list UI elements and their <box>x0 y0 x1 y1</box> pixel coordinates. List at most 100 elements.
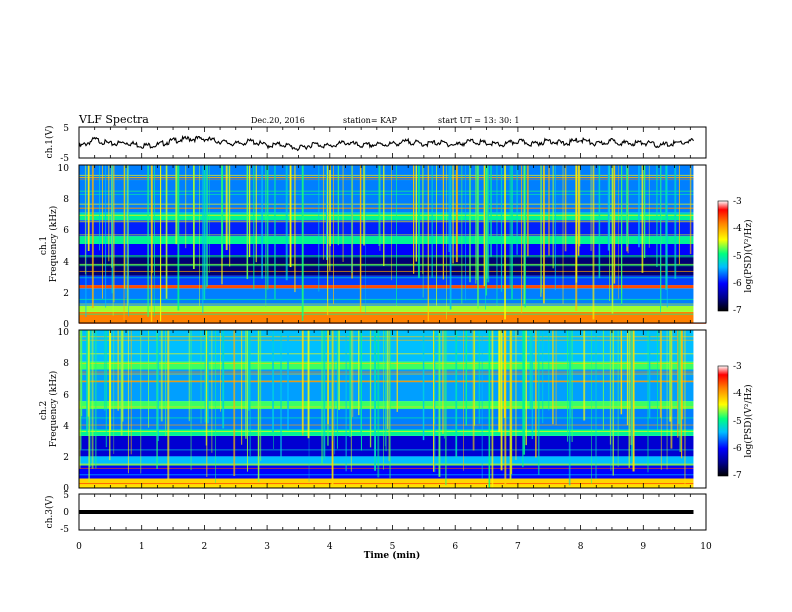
spectrum-streak <box>153 165 155 317</box>
spectrum-band <box>79 275 706 286</box>
spectrum-line <box>79 430 706 431</box>
spectrum-line <box>79 334 706 336</box>
spectrum-streak <box>613 165 616 284</box>
spectrum-streak <box>417 165 420 279</box>
ch2-spectrogram-ylabel-line1: ch.2 <box>39 401 49 420</box>
spectrum-line <box>79 179 706 181</box>
spectrum-streak <box>331 330 334 486</box>
spectrum-streak <box>322 165 325 260</box>
ch2-cbar-tick-m4: -4 <box>733 389 742 399</box>
spectrum-streak <box>436 165 438 306</box>
ch2-ytick-8: 8 <box>63 359 69 369</box>
spectrum-streak <box>105 165 107 308</box>
spectrum-streak <box>86 330 88 433</box>
time-tick-label: 8 <box>578 542 584 552</box>
spectrum-streak <box>647 330 649 473</box>
spectrum-streak <box>679 330 682 452</box>
spectrum-streak <box>84 165 86 275</box>
spectrum-line <box>79 221 706 223</box>
spectrum-line <box>79 371 706 373</box>
spectrum-streak <box>267 165 269 290</box>
time-tick-label: 7 <box>515 542 521 552</box>
spectrum-line <box>79 456 706 458</box>
spectrum-streak <box>498 330 501 433</box>
spectrum-streak <box>496 165 498 306</box>
spectrum-streak <box>255 165 257 263</box>
spectrum-streak <box>147 165 149 271</box>
spectrum-streak <box>500 330 503 471</box>
time-tick-label: 5 <box>390 542 396 552</box>
spectrum-streak <box>476 165 478 280</box>
spectrum-streak <box>598 165 601 279</box>
spectrum-streak <box>488 330 491 488</box>
spectrum-streak <box>638 165 640 248</box>
spectrum-streak <box>391 165 392 281</box>
spectrum-streak <box>670 330 673 449</box>
spectrum-line <box>79 467 706 469</box>
spectrum-streak <box>241 330 243 445</box>
spectrum-streak <box>157 330 160 442</box>
spectrum-streak <box>610 330 612 471</box>
spectrum-streak <box>626 165 628 247</box>
spectrum-streak <box>334 330 336 455</box>
spectrum-streak <box>564 165 567 252</box>
ch2-spectrogram-ylabel: ch.2 Frequency (kHz) <box>39 371 59 448</box>
spectrum-streak <box>540 165 542 293</box>
spectrum-streak <box>461 165 463 304</box>
spectrum-streak <box>442 330 444 434</box>
spectrum-streak <box>677 330 679 438</box>
spectrum-streak <box>167 330 170 481</box>
spectrum-streak <box>590 165 592 251</box>
spectrum-streak <box>190 330 192 471</box>
spectrum-streak <box>660 165 661 313</box>
spectrum-streak <box>336 330 338 449</box>
time-tick-label: 10 <box>700 542 712 552</box>
spectrum-streak <box>521 165 523 314</box>
ch1-voltage-trace <box>78 134 694 152</box>
spectrum-streak <box>350 330 352 472</box>
spectrum-streak <box>156 330 158 469</box>
spectrum-streak <box>121 330 124 422</box>
spectrum-line <box>79 256 706 258</box>
spectrum-no-data <box>693 165 706 323</box>
spectrum-streak <box>511 165 513 300</box>
spectrum-streak <box>261 165 263 279</box>
spectrum-streak <box>617 330 619 467</box>
ch1-spectrogram-ylabel: ch.1 Frequency (kHz) <box>39 206 59 283</box>
spectrum-line <box>79 177 706 179</box>
spectrum-streak <box>360 330 362 451</box>
spectrum-streak <box>666 330 668 470</box>
spectrum-streak <box>478 330 481 424</box>
spectrum-streak <box>475 165 477 284</box>
spectrum-line <box>79 417 706 419</box>
time-tick-label: 9 <box>640 542 646 552</box>
spectrum-streak <box>449 165 452 310</box>
figure-title: VLF Spectra <box>78 113 149 126</box>
spectrum-streak <box>609 330 612 445</box>
spectrum-streak <box>621 165 623 305</box>
spectrum-streak <box>108 165 110 262</box>
spectrum-streak <box>318 165 320 292</box>
spectrum-streak <box>490 165 492 257</box>
ch2-cbar-tick-m3: -3 <box>733 362 742 372</box>
spectrum-streak <box>677 330 680 424</box>
spectrum-streak <box>151 165 153 273</box>
spectrum-streak <box>294 165 296 293</box>
spectrum-streak <box>504 165 506 320</box>
spectrum-streak <box>105 330 108 448</box>
ch2-colorbar-label: log(PSD)(V²/Hz) <box>743 384 754 457</box>
spectrum-streak <box>525 330 527 446</box>
spectrum-line <box>79 277 706 279</box>
spectrum-streak <box>567 330 569 442</box>
spectrum-streak <box>422 165 424 298</box>
spectrum-streak <box>383 165 385 266</box>
spectrum-streak <box>674 165 677 279</box>
ch1-cbar-tick-m5: -5 <box>733 252 742 262</box>
spectrum-streak <box>287 330 289 431</box>
spectrum-streak <box>246 165 249 280</box>
spectrum-streak <box>280 330 282 460</box>
spectrum-streak <box>150 165 153 322</box>
spectrum-band <box>79 456 706 465</box>
